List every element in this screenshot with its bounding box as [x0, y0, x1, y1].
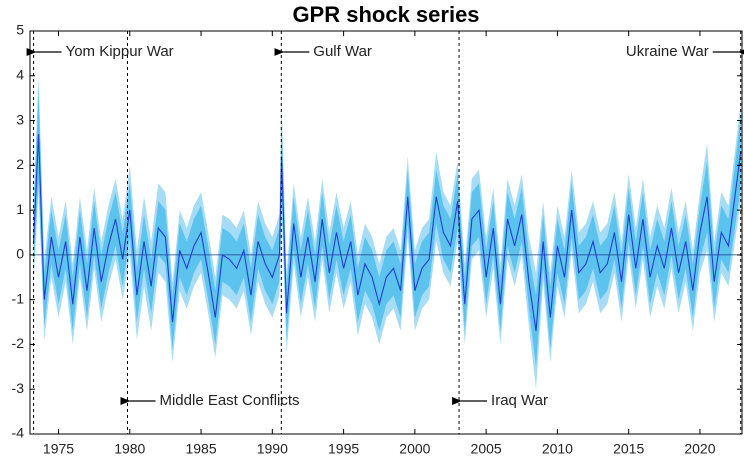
x-tick-label: 2005 [471, 441, 502, 457]
x-tick-label: 2015 [613, 441, 644, 457]
event-label: Iraq War [491, 392, 548, 409]
x-tick-label: 1990 [257, 441, 288, 457]
y-tick-label: 0 [16, 246, 24, 262]
confidence-band [33, 89, 741, 367]
y-tick-label: 4 [16, 66, 24, 82]
y-tick-label: 3 [16, 111, 24, 127]
event-label: Gulf War [313, 43, 372, 60]
y-tick-label: 2 [16, 156, 24, 172]
data-line [33, 133, 742, 332]
x-tick-label: 1975 [43, 441, 74, 457]
y-tick-label: -2 [12, 335, 25, 351]
x-tick-label: 1985 [185, 441, 216, 457]
x-tick-label: 2000 [399, 441, 430, 457]
event-label: Middle East Conflicts [159, 392, 299, 409]
x-tick-label: 2020 [684, 441, 715, 457]
chart-title: GPR shock series [292, 2, 479, 27]
x-tick-label: 2010 [542, 441, 573, 457]
y-tick-label: -3 [12, 380, 25, 396]
y-tick-label: -4 [12, 425, 25, 441]
confidence-band [33, 75, 741, 390]
y-tick-label: 1 [16, 201, 24, 217]
event-label: Ukraine War [626, 43, 709, 60]
x-tick-label: 1995 [328, 441, 359, 457]
y-tick-label: -1 [12, 290, 25, 306]
y-tick-label: 5 [16, 22, 24, 38]
event-label: Yom Kippur War [66, 43, 174, 60]
x-tick-label: 1980 [114, 441, 145, 457]
plot-frame [29, 30, 743, 435]
